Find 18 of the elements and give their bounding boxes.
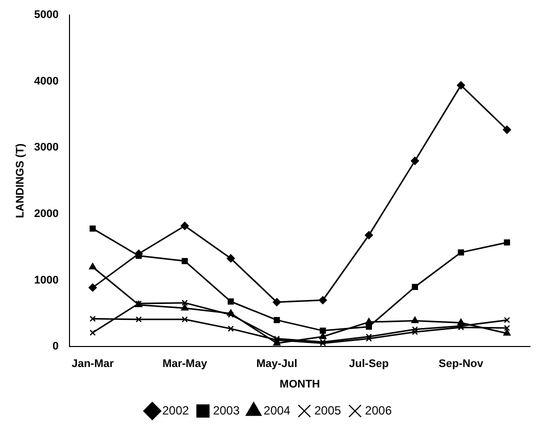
y-tick-label: 4000 [34,75,59,88]
x-tick-label: Jul-Sep [349,358,390,370]
x-axis-title: MONTH [280,378,320,390]
legend-label: 2006 [365,403,392,418]
legend-label: 2005 [314,403,342,418]
x-tick-label: Jan-Mar [72,358,114,370]
legend-label: 2003 [212,403,240,418]
x-tick-label: Sep-Nov [438,358,484,370]
y-tick-label: 2000 [34,208,59,220]
y-tick-label: 5000 [34,9,59,22]
x-tick-label: May-Jul [256,358,298,370]
y-tick-label: 3000 [34,142,59,154]
y-tick-label: 1000 [34,274,59,286]
legend-label: 2004 [264,403,291,418]
legend-label: 2002 [162,403,190,418]
y-axis-title: LANDINGS (T) [14,143,27,218]
x-tick-label: Mar-May [162,358,208,370]
y-tick-label: 0 [52,340,59,353]
